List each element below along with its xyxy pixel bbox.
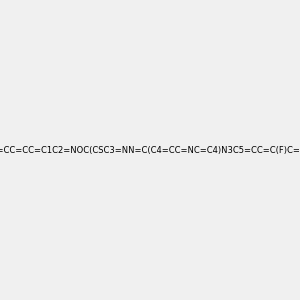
Text: CCOC1=CC=CC=C1C2=NOC(CSC3=NN=C(C4=CC=NC=C4)N3C5=CC=C(F)C=C5)=N2: CCOC1=CC=CC=C1C2=NOC(CSC3=NN=C(C4=CC=NC=… bbox=[0, 146, 300, 154]
